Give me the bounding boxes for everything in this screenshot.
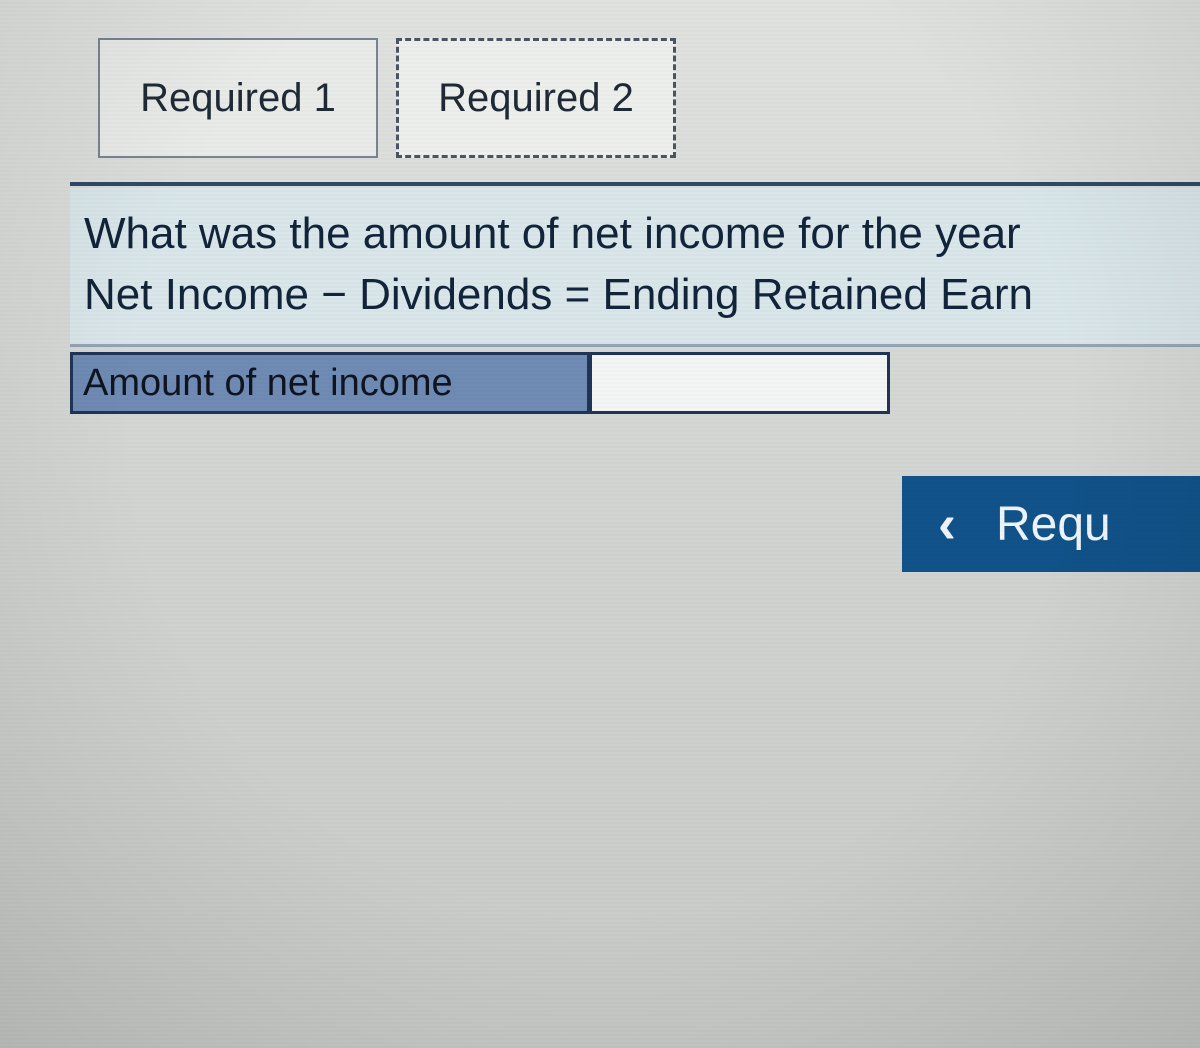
answer-row: Amount of net income: [70, 352, 890, 414]
tabs-row: Required 1 Required 2: [98, 38, 676, 158]
tab-label: Required 2: [438, 76, 634, 121]
tab-underline: [70, 182, 1200, 186]
tab-required-2[interactable]: Required 2: [396, 38, 676, 158]
prev-button-label: Requ: [996, 497, 1111, 552]
tab-required-1[interactable]: Required 1: [98, 38, 378, 158]
chevron-left-icon: ‹: [938, 497, 956, 551]
answer-label-text: Amount of net income: [83, 362, 453, 405]
tab-label: Required 1: [140, 76, 336, 121]
question-line-2: Net Income − Dividends = Ending Retained…: [84, 267, 1192, 322]
answer-label-cell: Amount of net income: [70, 352, 590, 414]
net-income-input[interactable]: [590, 352, 890, 414]
question-panel: What was the amount of net income for th…: [70, 188, 1200, 347]
prev-button[interactable]: ‹ Requ: [902, 476, 1200, 572]
question-line-1: What was the amount of net income for th…: [84, 209, 1021, 258]
